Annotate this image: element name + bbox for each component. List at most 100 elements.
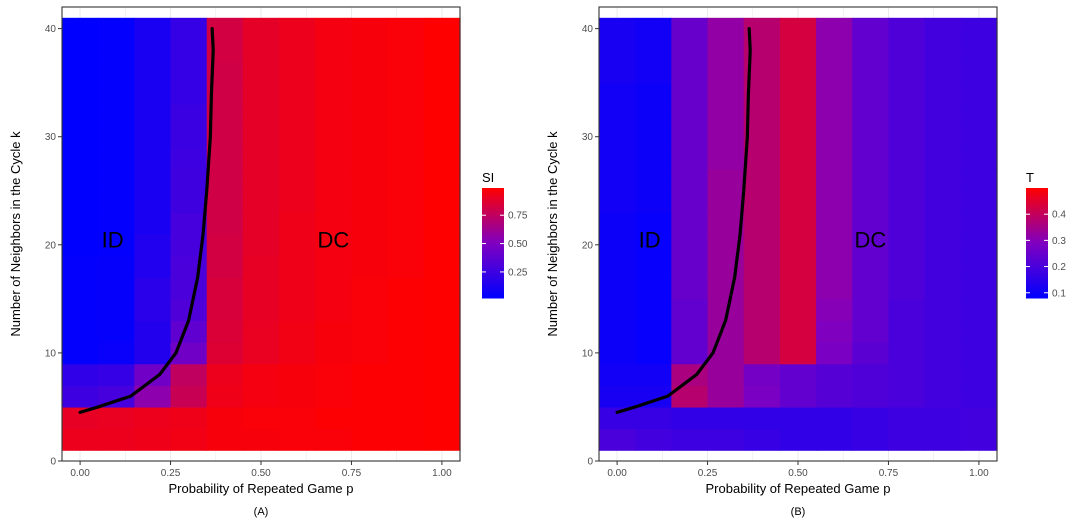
colorbar-segment: [482, 256, 504, 260]
heatmap-tile: [242, 255, 280, 278]
colorbar-legend: SI 0.25 0.50 0.75: [482, 170, 528, 299]
colorbar-segment: [1026, 237, 1048, 241]
heatmap-tile: [242, 406, 280, 430]
panel-caption: (B): [791, 506, 806, 518]
heatmap-tile: [816, 169, 853, 192]
heatmap-tile: [888, 125, 926, 149]
heatmap-tile: [707, 104, 745, 127]
colorbar-tick-label: 0.4: [1052, 210, 1066, 221]
heatmap-tile: [779, 298, 817, 322]
heatmap-tile: [743, 212, 781, 235]
heatmap-tile: [206, 298, 244, 322]
heatmap-tile: [671, 125, 709, 149]
heatmap-tile: [279, 428, 316, 451]
colorbar-segment: [1026, 201, 1048, 205]
heatmap-tile: [315, 320, 353, 343]
heatmap-tile: [707, 406, 745, 430]
colorbar-segment: [482, 196, 504, 200]
heatmap-tile: [599, 406, 636, 430]
heatmap-tile: [206, 342, 244, 365]
phase-boundary-line: [78, 27, 215, 414]
colorbar-segment: [1026, 281, 1048, 285]
heatmap-tile: [423, 104, 461, 127]
heatmap-tile: [960, 385, 998, 408]
heatmap-tile: [816, 17, 853, 41]
heatmap-tile: [351, 17, 389, 41]
heatmap-tile: [888, 61, 926, 84]
heatmap-tile: [170, 190, 208, 213]
heatmap-tile: [315, 190, 353, 213]
heatmap-tile: [423, 82, 461, 105]
phase-boundary-line: [615, 27, 752, 414]
heatmap-tile: [707, 385, 745, 408]
heatmap-tile: [351, 320, 389, 343]
heatmap-tile: [423, 320, 461, 343]
heatmap-tile: [816, 61, 853, 84]
heatmap-tile: [599, 385, 636, 408]
heatmap-tile: [351, 406, 389, 430]
heatmap-tile: [279, 39, 316, 62]
colorbar-segment: [1026, 251, 1048, 255]
heatmap-tile: [62, 320, 99, 343]
heatmap-tile: [816, 298, 853, 322]
heatmap-tile: [387, 234, 425, 257]
heatmap-tile: [351, 428, 389, 451]
heatmap-tile: [242, 320, 280, 343]
heatmap-tile: [960, 190, 998, 213]
heatmap-tile: [242, 212, 280, 235]
heatmap-tile: [170, 277, 208, 300]
heatmap-tile: [206, 125, 244, 149]
x-tick-label: 0.50: [251, 468, 271, 479]
heatmap-tile: [351, 234, 389, 257]
heatmap-tile: [387, 277, 425, 300]
x-tick-label: 0.25: [698, 468, 718, 479]
heatmap-tile: [852, 277, 890, 300]
heatmap-tile: [816, 82, 853, 105]
heatmap-tile: [888, 320, 926, 343]
heatmap-tile: [206, 406, 244, 430]
heatmap-tile: [315, 82, 353, 105]
x-tick-label: 0.50: [788, 468, 808, 479]
heatmap-tile: [924, 82, 962, 105]
colorbar-segment: [1026, 218, 1048, 222]
heatmap-tile: [315, 39, 353, 62]
heatmap-tile: [279, 255, 316, 278]
heatmap-tile: [315, 428, 353, 451]
colorbar-segment: [1026, 270, 1048, 274]
heatmap-tile: [242, 125, 280, 149]
colorbar-segment: [1026, 234, 1048, 238]
heatmap-tile: [98, 125, 135, 149]
heatmap-tile: [351, 104, 389, 127]
heatmap-tile: [852, 190, 890, 213]
heatmap-tile: [707, 428, 745, 451]
colorbar-segment: [482, 295, 504, 299]
heatmap-tile: [206, 104, 244, 127]
heatmap-tile: [242, 169, 280, 192]
heatmap-tile: [279, 298, 316, 322]
heatmap-tile: [816, 190, 853, 213]
heatmap-tile: [888, 428, 926, 451]
heatmap-tile: [423, 61, 461, 84]
heatmap-tile: [315, 234, 353, 257]
colorbar-segment: [1026, 193, 1048, 197]
heatmap-tile: [134, 277, 172, 300]
heatmap-tile: [242, 147, 280, 170]
heatmap-tile: [387, 342, 425, 365]
colorbar-segment: [1026, 284, 1048, 288]
heatmap-tile: [279, 406, 316, 430]
heatmap-tile: [707, 342, 745, 365]
heatmap-tile: [743, 298, 781, 322]
heatmap-tile: [924, 385, 962, 408]
y-tick-label: 30: [582, 132, 594, 143]
heatmap-tile: [635, 255, 672, 278]
colorbar-segment: [1026, 259, 1048, 263]
heatmap-tile: [170, 234, 208, 257]
heatmap-tile: [743, 385, 781, 408]
heatmap-tile: [852, 169, 890, 192]
y-tick-label: 20: [582, 240, 594, 251]
heatmap-tile: [134, 147, 172, 170]
heatmap-tile: [779, 385, 817, 408]
heatmap-tile: [707, 125, 745, 149]
heatmap-tile: [960, 82, 998, 105]
x-tick-label: 1.00: [432, 468, 452, 479]
